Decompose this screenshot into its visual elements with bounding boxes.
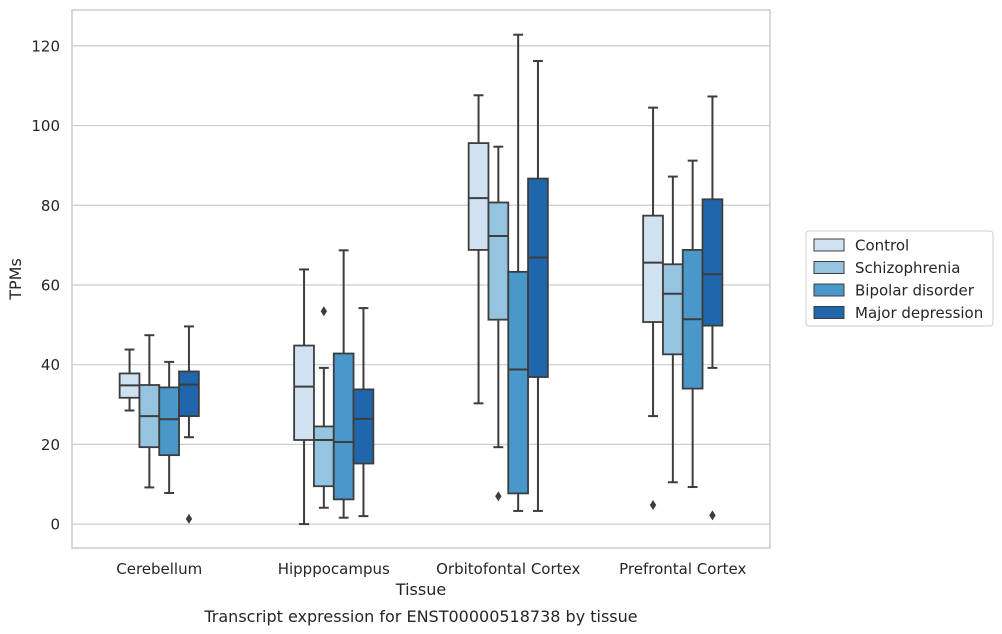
y-tick-label: 40 [41, 356, 60, 374]
box-3-3 [701, 95, 724, 521]
box-iqr [642, 214, 664, 323]
outlier-point [320, 306, 328, 317]
x-tick-labels: Cerebellum Hipppocampus Orbitofontal Corte… [116, 560, 746, 578]
figure-caption: Transcript expression for ENST0000051873… [203, 607, 637, 626]
box-iqr [701, 198, 724, 327]
y-tick-label: 80 [41, 197, 60, 215]
y-tick-label: 0 [50, 516, 60, 534]
y-tick-labels: 0 20 40 60 80 100 120 [31, 37, 60, 533]
box-iqr [662, 263, 684, 356]
box-1-0 [293, 268, 315, 526]
box-3-2 [681, 159, 704, 489]
box-2-0 [467, 94, 490, 405]
box-1-2 [332, 249, 355, 519]
box-2-2 [507, 33, 529, 512]
box-3-0 [642, 106, 664, 510]
y-tick-label: 120 [31, 37, 60, 55]
x-tick-label: Cerebellum [116, 560, 202, 578]
y-axis-label: TPMs [6, 258, 25, 301]
box-iqr [527, 177, 549, 378]
legend-label: Major depression [855, 304, 983, 322]
box-iqr [507, 270, 529, 495]
outlier-point [495, 491, 502, 502]
box-1-3 [352, 307, 375, 518]
y-tick-label: 20 [41, 436, 60, 454]
y-tick-label: 60 [41, 276, 60, 294]
box-0-2 [158, 360, 180, 495]
box-0-3 [178, 325, 200, 524]
outlier-point [185, 513, 193, 524]
box-iqr [313, 425, 335, 488]
box-iqr [178, 370, 200, 417]
box-iqr [352, 388, 375, 465]
x-tick-label: Orbitofontal Cortex [436, 560, 580, 578]
legend-label: Bipolar disorder [855, 282, 975, 300]
legend-swatch [813, 306, 845, 319]
plot-frame [71, 9, 771, 549]
box-iqr [293, 344, 315, 441]
box-0-0 [118, 348, 141, 412]
y-tick-label: 100 [31, 117, 60, 135]
box-iqr [487, 201, 510, 321]
box-iqr [158, 386, 180, 457]
box-3-1 [662, 175, 684, 484]
legend: Control Schizophrenia Bipolar disorder Majo… [805, 230, 994, 327]
boxes [118, 33, 724, 526]
box-2-3 [527, 60, 549, 512]
legend-items: Control Schizophrenia Bipolar disorder Majo… [813, 237, 983, 322]
legend-frame [805, 230, 994, 327]
outlier-point [649, 499, 657, 510]
box-1-1 [313, 306, 335, 509]
x-tick-label: Prefrontal Cortex [619, 560, 746, 578]
x-axis-label: Tissue [395, 580, 446, 599]
box-iqr [332, 352, 355, 501]
outlier-point [709, 510, 716, 521]
legend-swatch [813, 261, 845, 274]
legend-label: Control [855, 237, 909, 255]
legend-swatch [813, 283, 845, 297]
legend-swatch [813, 238, 845, 252]
box-2-1 [487, 145, 510, 502]
legend-label: Schizophrenia [855, 259, 960, 277]
x-tick-label: Hipppocampus [278, 560, 390, 578]
box-0-1 [138, 334, 161, 489]
box-iqr [467, 142, 490, 251]
